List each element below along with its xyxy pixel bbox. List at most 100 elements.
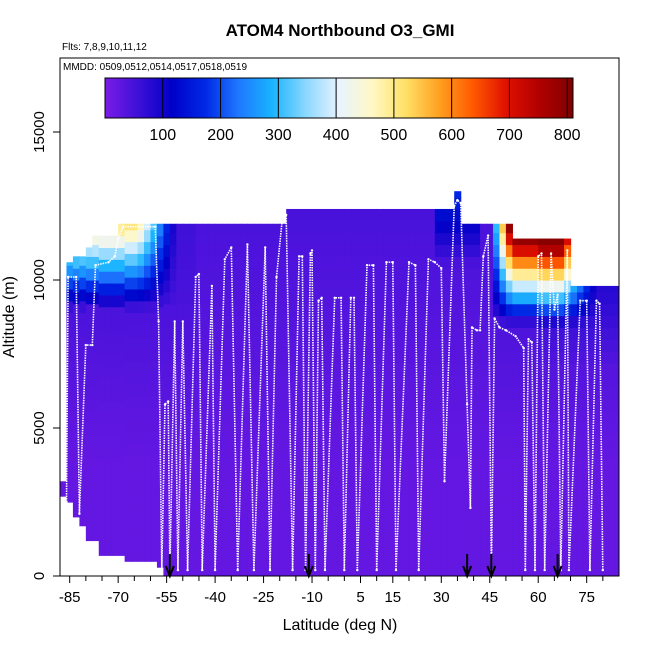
heatmap-cell xyxy=(447,268,455,281)
heatmap-cell xyxy=(195,481,203,494)
heatmap-cell xyxy=(131,223,139,231)
heatmap-cell xyxy=(247,457,255,471)
heatmap-cell xyxy=(240,481,249,494)
heatmap-cell xyxy=(299,374,307,388)
heatmap-cell xyxy=(215,552,223,565)
heatmap-cell xyxy=(428,232,436,246)
heatmap-cell xyxy=(240,303,249,317)
flight-profile-point xyxy=(301,255,304,258)
heatmap-cell xyxy=(189,457,197,471)
flight-profile-point xyxy=(522,346,525,350)
heatmap-cell xyxy=(124,525,132,539)
heatmap-cell xyxy=(596,493,604,506)
heatmap-cell xyxy=(234,256,242,269)
heatmap-cell xyxy=(292,433,300,447)
heatmap-cell xyxy=(131,419,139,432)
heatmap-cell xyxy=(144,395,152,408)
heatmap-cell xyxy=(499,422,507,435)
heatmap-cell xyxy=(505,433,513,447)
heatmap-cell xyxy=(467,351,475,364)
heatmap-cell xyxy=(408,504,417,518)
heatmap-cell xyxy=(576,422,585,435)
heatmap-cell xyxy=(253,244,261,257)
heatmap-cell xyxy=(331,493,339,506)
heatmap-cell xyxy=(428,268,436,281)
heatmap-cell xyxy=(228,528,236,542)
heatmap-cell xyxy=(551,481,559,494)
heatmap-cell xyxy=(299,540,307,553)
heatmap-cell xyxy=(111,247,119,260)
heatmap-cell xyxy=(169,244,177,257)
heatmap-cell xyxy=(292,291,300,305)
heatmap-cell xyxy=(215,256,223,269)
heatmap-cell xyxy=(208,374,216,388)
heatmap-cell xyxy=(544,481,552,494)
heatmap-cell xyxy=(460,469,468,482)
heatmap-cell xyxy=(260,223,268,234)
heatmap-cell xyxy=(441,433,449,447)
heatmap-cell xyxy=(273,351,281,364)
heatmap-cell xyxy=(473,552,481,565)
heatmap-cell xyxy=(576,285,585,293)
heatmap-cell xyxy=(286,232,294,246)
heatmap-cell xyxy=(331,516,339,530)
heatmap-cell xyxy=(163,493,171,506)
heatmap-cell xyxy=(357,528,365,542)
heatmap-cell xyxy=(228,422,236,435)
flights-label: Flts: 7,8,9,10,11,12 xyxy=(62,42,147,53)
heatmap-cell xyxy=(408,208,417,222)
heatmap-cell xyxy=(525,303,533,317)
heatmap-cell xyxy=(609,493,617,506)
heatmap-cell xyxy=(228,516,236,530)
heatmap-cell xyxy=(105,318,113,331)
heatmap-cell xyxy=(247,493,255,506)
heatmap-cell xyxy=(312,232,320,246)
heatmap-cell xyxy=(234,457,242,471)
heatmap-cell xyxy=(273,244,281,257)
heatmap-cell xyxy=(408,244,417,257)
heatmap-cell xyxy=(473,564,481,576)
heatmap-cell xyxy=(544,433,552,447)
heatmap-cell xyxy=(163,433,171,447)
heatmap-cell xyxy=(72,481,80,494)
heatmap-cell xyxy=(402,386,410,399)
heatmap-cell xyxy=(221,280,229,293)
heatmap-cell xyxy=(305,410,313,423)
heatmap-cell xyxy=(505,232,513,246)
heatmap-cell xyxy=(176,540,184,553)
heatmap-cell xyxy=(124,502,132,515)
heatmap-cell xyxy=(447,422,455,435)
heatmap-cell xyxy=(176,469,184,482)
heatmap-cell xyxy=(570,564,578,576)
flight-profile-point xyxy=(553,308,556,311)
heatmap-cell xyxy=(344,516,352,530)
heatmap-cell xyxy=(486,362,494,376)
heatmap-cell xyxy=(518,327,526,340)
heatmap-cell xyxy=(544,445,552,459)
heatmap-cell xyxy=(357,256,365,269)
heatmap-cell xyxy=(460,528,468,542)
heatmap-cell xyxy=(480,280,488,293)
flight-profile-point xyxy=(275,275,278,279)
heatmap-cell xyxy=(512,540,520,553)
heatmap-cell xyxy=(124,466,132,479)
heatmap-cell xyxy=(137,502,145,515)
heatmap-cell xyxy=(492,280,501,293)
heatmap-cell xyxy=(480,552,488,565)
heatmap-cell xyxy=(202,564,210,576)
heatmap-cell xyxy=(85,303,93,317)
heatmap-cell xyxy=(389,564,397,576)
heatmap-cell xyxy=(182,223,190,234)
heatmap-cell xyxy=(279,504,287,518)
heatmap-cell xyxy=(389,339,397,352)
heatmap-cell xyxy=(176,386,184,399)
heatmap-cell xyxy=(570,528,578,542)
heatmap-cell xyxy=(467,374,475,388)
heatmap-cell xyxy=(525,445,533,459)
heatmap-cell xyxy=(609,339,617,352)
heatmap-cell xyxy=(486,528,494,542)
heatmap-cell xyxy=(441,244,449,257)
heatmap-cell xyxy=(473,504,481,518)
heatmap-cell xyxy=(408,540,417,553)
heatmap-cell xyxy=(551,256,559,269)
